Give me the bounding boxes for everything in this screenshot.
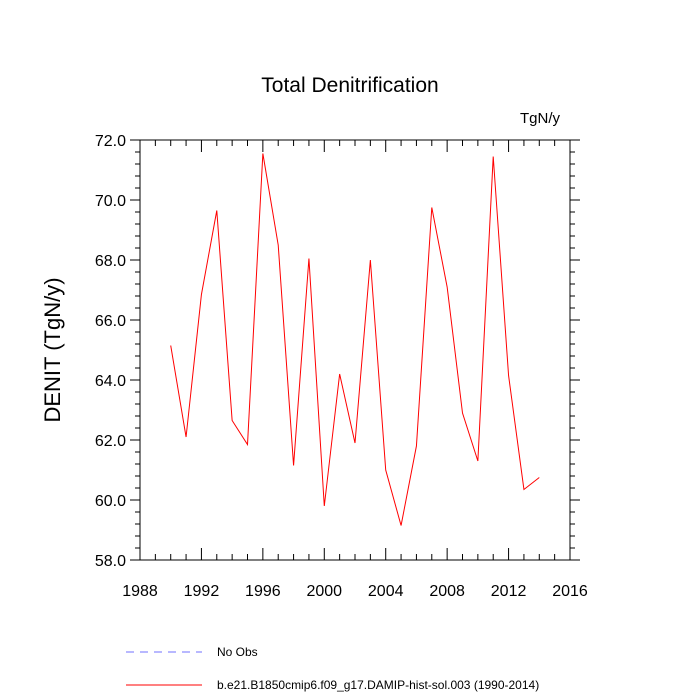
legend: No Obs b.e21.B1850cmip6.f09_g17.DAMIP-his…	[126, 645, 539, 692]
x-tick-label: 1992	[184, 583, 220, 600]
y-tick-label: 66.0	[95, 313, 126, 330]
y-tick-label: 60.0	[95, 493, 126, 510]
legend-label: b.e21.B1850cmip6.f09_g17.DAMIP-hist-sol.…	[217, 678, 539, 692]
series-layer	[170, 153, 540, 526]
series-line	[170, 153, 540, 526]
x-tick-label: 2004	[368, 583, 404, 600]
axis-ticks	[130, 139, 580, 561]
y-tick-label: 72.0	[95, 133, 126, 150]
x-tick-label: 2016	[552, 583, 588, 600]
units-label: TgN/y	[520, 110, 561, 127]
y-tick-label: 68.0	[95, 253, 126, 270]
axis-tick-labels: 1988 1992 1996 2000 2004 2008 2012 2016 58.0 60.0…	[95, 133, 588, 600]
x-tick-label: 2008	[429, 583, 465, 600]
legend-label: No Obs	[217, 645, 258, 659]
y-tick-label: 64.0	[95, 373, 126, 390]
x-tick-label: 2012	[491, 583, 527, 600]
y-axis-label: DENIT (TgN/y)	[40, 277, 65, 422]
chart-title: Total Denitrification	[261, 74, 438, 97]
x-tick-label: 1996	[245, 583, 281, 600]
y-tick-label: 58.0	[95, 553, 126, 570]
x-tick-label: 1988	[122, 583, 158, 600]
plot-frame	[139, 139, 571, 561]
x-tick-label: 2000	[306, 583, 342, 600]
y-tick-label: 62.0	[95, 433, 126, 450]
y-tick-label: 70.0	[95, 193, 126, 210]
